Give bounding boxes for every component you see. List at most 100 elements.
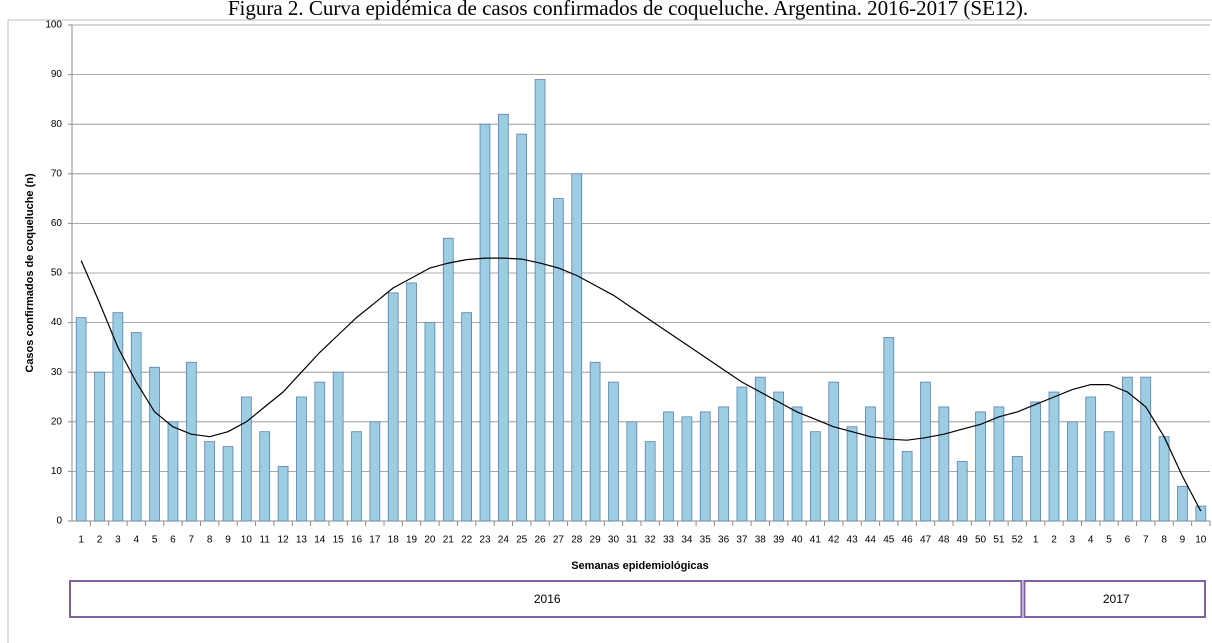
x-tick-label: 19 [406, 535, 418, 546]
chart-title: Figura 2. Curva epidémica de casos confi… [228, 0, 1028, 20]
bar [1085, 396, 1097, 522]
x-tick-label: 42 [828, 535, 840, 546]
bar [920, 381, 931, 522]
bar [167, 421, 179, 522]
x-tick-label: 4 [133, 535, 139, 546]
bar [479, 123, 491, 522]
y-tick-label: 60 [51, 218, 63, 229]
bar [956, 461, 968, 522]
trend-line [80, 257, 1202, 512]
x-tick-label: 49 [957, 535, 969, 546]
y-tick-label: 30 [51, 367, 63, 378]
x-tick-label: 14 [314, 535, 326, 546]
x-tick-label: 44 [865, 535, 877, 546]
x-tick-label: 7 [1143, 535, 1149, 546]
x-tick-label: 22 [461, 535, 473, 546]
bar [369, 421, 381, 522]
bar [1158, 436, 1170, 522]
x-tick-label: 37 [736, 535, 748, 546]
x-tick-label: 30 [608, 535, 620, 546]
x-tick-label: 46 [902, 535, 914, 546]
x-tick-label: 6 [1125, 535, 1131, 546]
bar [277, 466, 289, 522]
bar [993, 406, 1005, 522]
bar [442, 237, 454, 522]
y-tick-label: 20 [51, 416, 63, 427]
bar [222, 446, 234, 522]
year-box [1023, 580, 1207, 618]
x-tick-label: 1 [78, 535, 84, 546]
x-tick-label: 2 [1051, 535, 1057, 546]
bar [773, 391, 785, 522]
bar [75, 317, 87, 522]
bar [1122, 376, 1133, 522]
bar [1195, 505, 1207, 522]
x-tick-label: 50 [975, 535, 987, 546]
x-tick-label: 13 [296, 535, 308, 546]
year-box [69, 580, 1023, 618]
bar [424, 322, 436, 522]
year-label: 2017 [1103, 592, 1130, 606]
bar [865, 406, 876, 522]
bar [516, 133, 528, 522]
x-tick-label: 27 [553, 535, 565, 546]
y-tick-label: 0 [56, 516, 62, 527]
bar [1048, 391, 1060, 522]
bar [351, 431, 362, 522]
bar [846, 426, 858, 522]
x-tick-label: 7 [189, 535, 195, 546]
bar [314, 381, 326, 522]
x-tick-label: 24 [498, 535, 510, 546]
x-tick-label: 18 [388, 535, 400, 546]
x-tick-label: 4 [1088, 535, 1094, 546]
bar [901, 451, 913, 522]
y-tick-label: 40 [51, 317, 63, 328]
bar [736, 386, 748, 522]
x-tick-label: 10 [1195, 535, 1207, 546]
y-tick-label: 50 [51, 268, 63, 279]
x-tick-label: 11 [260, 535, 271, 546]
bar [130, 332, 142, 522]
bar [94, 371, 105, 522]
bar [461, 312, 472, 522]
bar [204, 441, 216, 522]
bar [718, 406, 729, 522]
bar [589, 361, 601, 522]
bar [259, 431, 271, 522]
bar [185, 361, 197, 522]
x-tick-label: 51 [993, 535, 1005, 546]
bar [387, 292, 399, 522]
bar [1066, 421, 1078, 522]
y-tick-label: 70 [51, 168, 63, 179]
bar [1030, 401, 1041, 522]
x-tick-label: 2 [97, 535, 103, 546]
x-tick-label: 20 [424, 535, 436, 546]
bar [663, 411, 674, 522]
x-tick-label: 8 [207, 535, 213, 546]
chart-frame [7, 19, 1212, 643]
x-tick-label: 12 [278, 535, 290, 546]
x-tick-label: 8 [1161, 535, 1167, 546]
x-tick-label: 40 [791, 535, 803, 546]
bar [681, 416, 693, 522]
x-tick-label: 3 [1070, 535, 1076, 546]
bar [571, 173, 583, 522]
x-tick-label: 47 [920, 535, 932, 546]
x-tick-label: 6 [170, 535, 176, 546]
x-tick-label: 35 [700, 535, 712, 546]
bar [553, 198, 564, 522]
bar [497, 113, 509, 522]
y-tick-label: 90 [51, 69, 63, 80]
bar [112, 312, 124, 522]
bar [241, 396, 252, 522]
x-tick-label: 1 [1033, 535, 1039, 546]
y-axis-title: Casos confirmados de coqueluche (n) [24, 173, 36, 373]
bar [406, 282, 417, 522]
x-tick-label: 39 [773, 535, 785, 546]
x-tick-label: 52 [1012, 535, 1024, 546]
bar [791, 406, 803, 522]
x-tick-label: 48 [938, 535, 950, 546]
bar [1011, 456, 1023, 522]
x-tick-label: 41 [810, 535, 822, 546]
